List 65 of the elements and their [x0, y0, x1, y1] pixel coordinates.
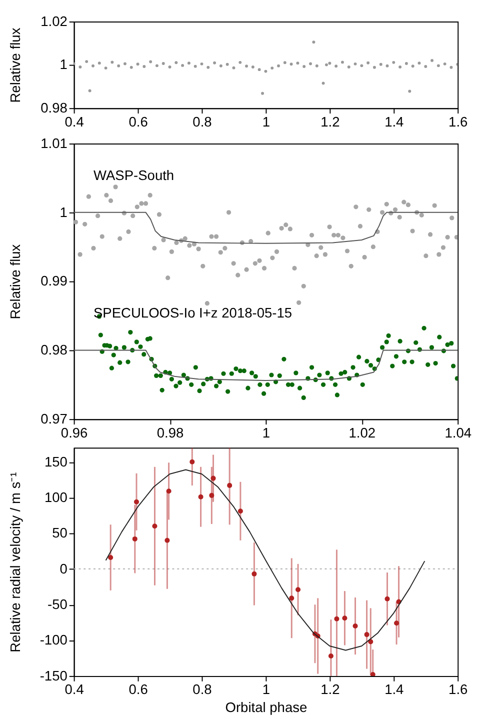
point	[190, 459, 195, 464]
line-series	[74, 212, 458, 244]
x-tick-label: 1.4	[384, 114, 404, 130]
y-tick-label: -100	[40, 632, 68, 648]
x-tick-label: 1.6	[448, 114, 468, 130]
annotation: WASP-South	[93, 168, 174, 183]
point	[296, 587, 301, 592]
point	[334, 616, 340, 622]
point	[328, 653, 334, 658]
point	[252, 571, 257, 576]
x-tick-label: 1.04	[444, 425, 472, 440]
point	[289, 596, 294, 601]
y-tick-label: 1	[60, 204, 68, 220]
x-tick-label: 0.98	[156, 425, 184, 440]
x-tick-label: 0.6	[128, 682, 148, 698]
x-tick-label: 1.4	[384, 682, 404, 698]
point	[132, 536, 138, 542]
point	[166, 488, 172, 494]
x-tick-label: 0.6	[128, 114, 148, 130]
y-tick-label: 0.97	[40, 412, 68, 427]
x-tick-label: 1	[262, 682, 270, 698]
point	[352, 623, 358, 629]
point	[370, 672, 376, 676]
point	[134, 499, 140, 504]
x-tick-label: 1	[262, 425, 270, 440]
y-tick-label: 150	[44, 454, 68, 470]
point	[384, 596, 390, 602]
line-series	[105, 469, 426, 651]
y-tick-label: 1.01	[40, 136, 68, 151]
point	[198, 494, 204, 500]
y-tick-label: 0.99	[40, 274, 68, 289]
point	[227, 482, 232, 488]
x-tick-label: 0.4	[64, 114, 84, 130]
point	[209, 492, 214, 498]
y-tick-label: 1	[60, 57, 68, 72]
y-tick-label: 100	[44, 490, 68, 505]
point	[394, 620, 400, 626]
point	[210, 476, 216, 481]
y-tick-label: 0.98	[40, 342, 68, 358]
y-tick-label: -50	[48, 597, 68, 612]
y-axis-title: Relative flux	[8, 28, 24, 103]
x-tick-label: 1.6	[448, 682, 468, 698]
x-tick-label: 0.8	[192, 682, 212, 698]
point	[152, 524, 158, 529]
x-tick-label: 0.4	[64, 682, 84, 698]
point	[164, 538, 170, 543]
y-tick-label: 0	[60, 561, 68, 576]
x-tick-label: 1	[262, 114, 270, 130]
y-tick-label: -150	[40, 668, 68, 684]
x-tick-label: 1.2	[320, 114, 340, 130]
x-tick-label: 1.2	[320, 682, 340, 698]
point	[238, 508, 243, 514]
x-axis-title: Orbital phase	[225, 700, 308, 715]
y-tick-label: 1.02	[40, 14, 68, 29]
point	[364, 632, 370, 638]
point	[342, 616, 348, 621]
point	[108, 555, 114, 560]
y-tick-label: 50	[52, 526, 68, 541]
x-tick-label: 1.02	[348, 425, 376, 440]
y-axis-title: Relative radial velocity / m s⁻¹	[8, 472, 24, 652]
y-axis-title: Relative flux	[8, 244, 24, 320]
y-tick-label: 0.98	[40, 100, 68, 116]
x-tick-label: 0.96	[60, 425, 88, 440]
annotation: SPECULOOS-Io I+z 2018-05-15	[93, 306, 292, 321]
x-tick-label: 0.8	[192, 114, 212, 130]
